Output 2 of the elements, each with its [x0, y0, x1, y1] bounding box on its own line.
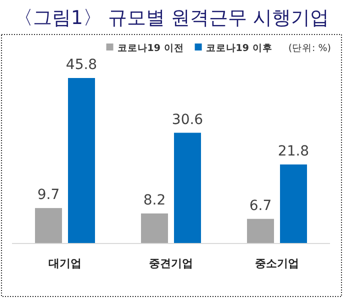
title: 〈그림1〉 규모별 원격근무 시행기업	[14, 7, 330, 29]
note: (단위: %)	[288, 43, 331, 54]
